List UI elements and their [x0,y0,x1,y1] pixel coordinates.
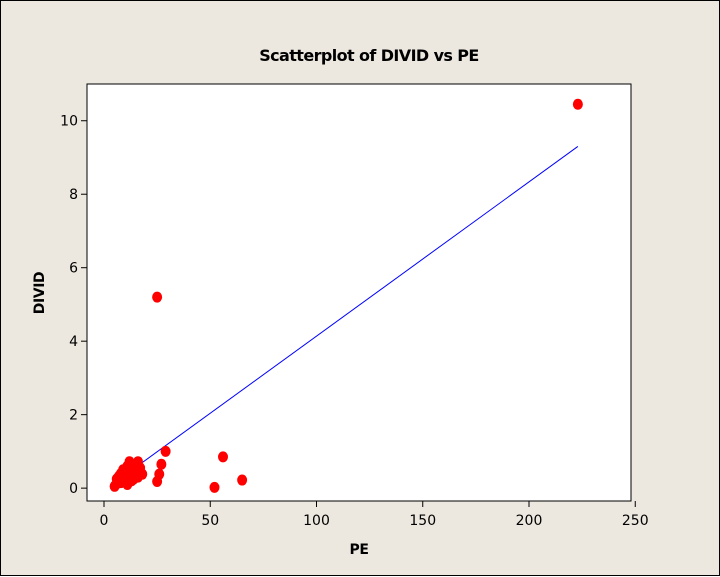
y-tick-label: 4 [69,334,78,350]
data-point [218,451,228,463]
x-axis-label: PE [349,542,368,558]
x-tick-label: 0 [100,513,109,529]
data-point [160,445,171,457]
fit-line-layer [114,146,579,484]
x-tick-label: 250 [622,513,649,529]
y-axis: 0 2 4 6 8 10 [60,114,87,497]
x-tick-label: 150 [409,513,436,529]
data-point [152,476,163,488]
y-axis-label: DIVID [32,272,48,315]
data-point [152,291,163,303]
regression-line [114,146,579,484]
y-tick-label: 10 [60,114,78,130]
data-point [122,478,133,490]
plot-area [86,83,632,502]
y-tick-label: 6 [69,261,78,277]
data-point [572,98,583,110]
x-tick-label: 50 [201,513,219,529]
x-tick-label: 100 [303,513,330,529]
data-points [109,98,583,493]
y-tick-label: 0 [69,481,78,497]
x-axis: 0 50 100 150 200 250 [100,501,649,529]
data-point [237,474,248,486]
y-tick-label: 8 [69,187,78,203]
y-tick-label: 2 [69,408,78,424]
x-tick-label: 200 [516,513,543,529]
data-point [137,468,148,480]
chart-title: Scatterplot of DIVID vs PE [259,46,479,65]
data-point [156,458,167,470]
data-point [209,481,220,493]
